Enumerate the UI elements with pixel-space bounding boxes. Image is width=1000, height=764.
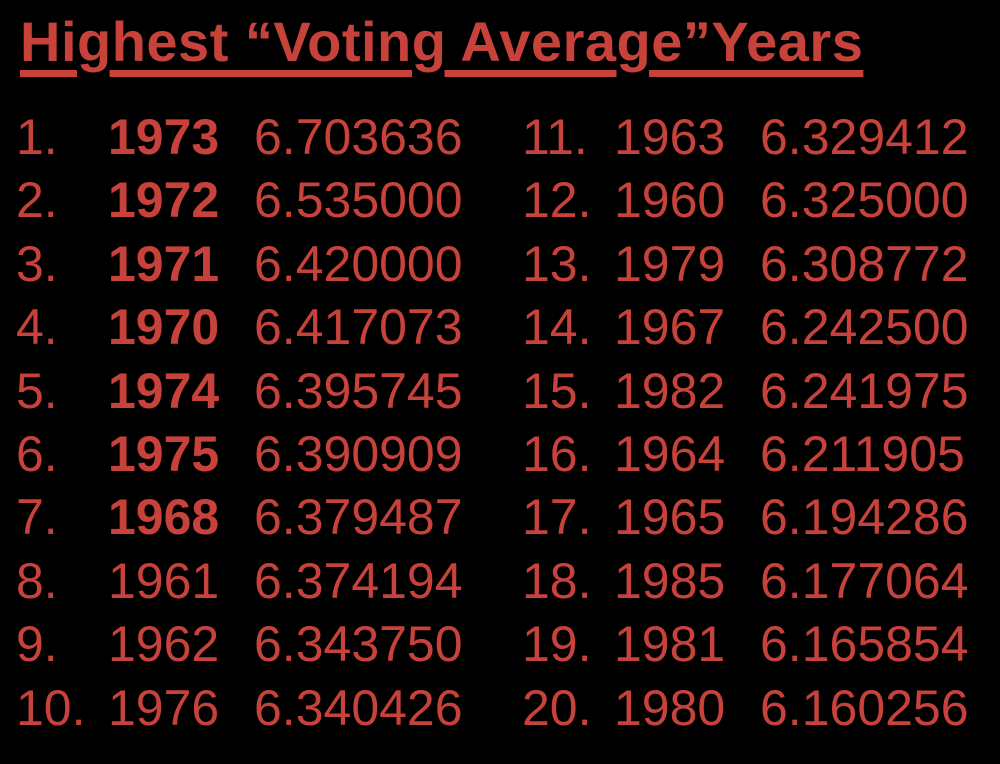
- ranking-row: 2. 1972 6.535000: [16, 169, 486, 232]
- year-label: 1971: [108, 235, 220, 292]
- ranking-column-right: 11. 1963 6.329412 12. 1960 6.325000 13. …: [522, 106, 992, 740]
- year-label: 1974: [108, 362, 220, 419]
- ranking-row: 7. 1968 6.379487: [16, 486, 486, 549]
- average-value: 6.329412: [760, 109, 969, 165]
- ranking-row: 12. 1960 6.325000: [522, 169, 992, 232]
- ranking-row: 11. 1963 6.329412: [522, 106, 992, 169]
- page-title: Highest “Voting Average”Years: [20, 10, 864, 73]
- year-label: 1964: [614, 425, 726, 482]
- rank-label: 17.: [522, 489, 592, 546]
- average-value: 6.242500: [760, 299, 969, 356]
- ranking-row: 14. 1967 6.242500: [522, 296, 992, 359]
- rank-label: 18.: [522, 552, 592, 609]
- rank-label: 6.: [16, 425, 58, 482]
- rank-label: 13.: [522, 235, 592, 292]
- year-label: 1963: [614, 109, 726, 165]
- year-label: 1981: [614, 616, 726, 673]
- average-value: 6.390909: [254, 425, 463, 482]
- year-label: 1960: [614, 172, 726, 229]
- rank-label: 20.: [522, 679, 592, 736]
- average-value: 6.703636: [254, 109, 463, 165]
- rank-label: 1.: [16, 109, 58, 165]
- average-value: 6.194286: [760, 489, 969, 546]
- rank-label: 2.: [16, 172, 58, 229]
- ranking-row: 16. 1964 6.211905: [522, 423, 992, 486]
- rank-label: 9.: [16, 616, 58, 673]
- ranking-row: 6. 1975 6.390909: [16, 423, 486, 486]
- year-label: 1962: [108, 616, 220, 673]
- ranking-row: 8. 1961 6.374194: [16, 550, 486, 613]
- rank-label: 15.: [522, 362, 592, 419]
- year-label: 1967: [614, 299, 726, 356]
- ranking-lists: 1. 1973 6.703636 2. 1972 6.535000 3. 197…: [16, 106, 1000, 740]
- ranking-column-left: 1. 1973 6.703636 2. 1972 6.535000 3. 197…: [16, 106, 486, 740]
- ranking-row: 20. 1980 6.160256: [522, 677, 992, 740]
- year-label: 1961: [108, 552, 220, 609]
- average-value: 6.420000: [254, 235, 463, 292]
- ranking-row: 4. 1970 6.417073: [16, 296, 486, 359]
- year-label: 1968: [108, 489, 220, 546]
- average-value: 6.340426: [254, 679, 463, 736]
- average-value: 6.417073: [254, 299, 463, 356]
- rank-label: 4.: [16, 299, 58, 356]
- ranking-row: 5. 1974 6.395745: [16, 360, 486, 423]
- rank-label: 3.: [16, 235, 58, 292]
- year-label: 1973: [108, 109, 220, 165]
- average-value: 6.535000: [254, 172, 463, 229]
- year-label: 1976: [108, 679, 220, 736]
- average-value: 6.211905: [760, 425, 965, 482]
- ranking-row: 1. 1973 6.703636: [16, 106, 486, 169]
- rank-label: 14.: [522, 299, 592, 356]
- rank-label: 16.: [522, 425, 592, 482]
- average-value: 6.325000: [760, 172, 969, 229]
- ranking-row: 10. 1976 6.340426: [16, 677, 486, 740]
- average-value: 6.374194: [254, 552, 463, 609]
- ranking-row: 3. 1971 6.420000: [16, 233, 486, 296]
- ranking-row: 15. 1982 6.241975: [522, 360, 992, 423]
- ranking-row: 19. 1981 6.165854: [522, 613, 992, 676]
- average-value: 6.241975: [760, 362, 969, 419]
- ranking-row: 17. 1965 6.194286: [522, 486, 992, 549]
- year-label: 1979: [614, 235, 726, 292]
- average-value: 6.379487: [254, 489, 463, 546]
- rank-label: 19.: [522, 616, 592, 673]
- ranking-row: 9. 1962 6.343750: [16, 613, 486, 676]
- average-value: 6.343750: [254, 616, 463, 673]
- rank-label: 7.: [16, 489, 58, 546]
- year-label: 1980: [614, 679, 726, 736]
- average-value: 6.165854: [760, 616, 969, 673]
- ranking-row: 18. 1985 6.177064: [522, 550, 992, 613]
- year-label: 1970: [108, 299, 220, 356]
- average-value: 6.177064: [760, 552, 969, 609]
- rank-label: 5.: [16, 362, 58, 419]
- rank-label: 10.: [16, 679, 86, 736]
- year-label: 1965: [614, 489, 726, 546]
- average-value: 6.160256: [760, 679, 969, 736]
- year-label: 1982: [614, 362, 726, 419]
- year-label: 1972: [108, 172, 220, 229]
- rank-label: 12.: [522, 172, 592, 229]
- year-label: 1985: [614, 552, 726, 609]
- year-label: 1975: [108, 425, 220, 482]
- rank-label: 8.: [16, 552, 58, 609]
- average-value: 6.395745: [254, 362, 463, 419]
- average-value: 6.308772: [760, 235, 969, 292]
- rank-label: 11.: [522, 109, 588, 165]
- ranking-row: 13. 1979 6.308772: [522, 233, 992, 296]
